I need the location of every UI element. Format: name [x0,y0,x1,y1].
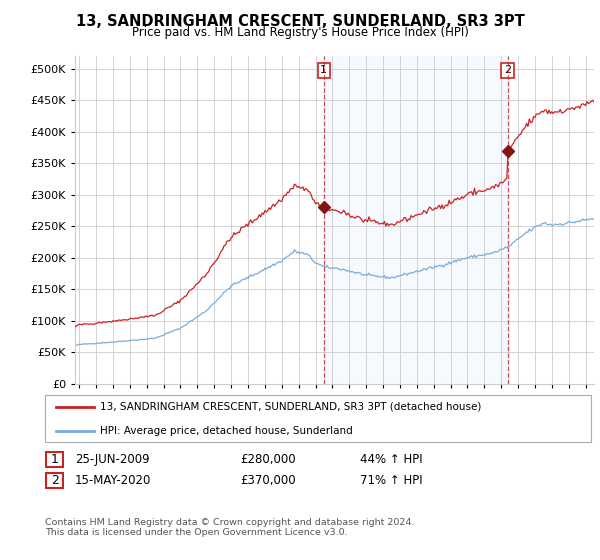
Text: 1: 1 [320,66,327,76]
Text: 13, SANDRINGHAM CRESCENT, SUNDERLAND, SR3 3PT (detached house): 13, SANDRINGHAM CRESCENT, SUNDERLAND, SR… [100,402,481,412]
Text: 15-MAY-2020: 15-MAY-2020 [75,474,151,487]
Text: 2: 2 [50,474,59,487]
Text: Contains HM Land Registry data © Crown copyright and database right 2024.
This d: Contains HM Land Registry data © Crown c… [45,518,415,538]
Text: £370,000: £370,000 [240,474,296,487]
Text: 44% ↑ HPI: 44% ↑ HPI [360,452,422,466]
FancyBboxPatch shape [45,395,591,442]
FancyBboxPatch shape [46,451,63,467]
Text: 1: 1 [50,452,59,466]
FancyBboxPatch shape [46,473,63,488]
Text: £280,000: £280,000 [240,452,296,466]
Text: 2: 2 [504,66,511,76]
Text: 13, SANDRINGHAM CRESCENT, SUNDERLAND, SR3 3PT: 13, SANDRINGHAM CRESCENT, SUNDERLAND, SR… [76,14,524,29]
Text: 25-JUN-2009: 25-JUN-2009 [75,452,149,466]
Text: Price paid vs. HM Land Registry's House Price Index (HPI): Price paid vs. HM Land Registry's House … [131,26,469,39]
Bar [324,56,508,384]
Text: HPI: Average price, detached house, Sunderland: HPI: Average price, detached house, Sund… [100,426,352,436]
Text: 71% ↑ HPI: 71% ↑ HPI [360,474,422,487]
